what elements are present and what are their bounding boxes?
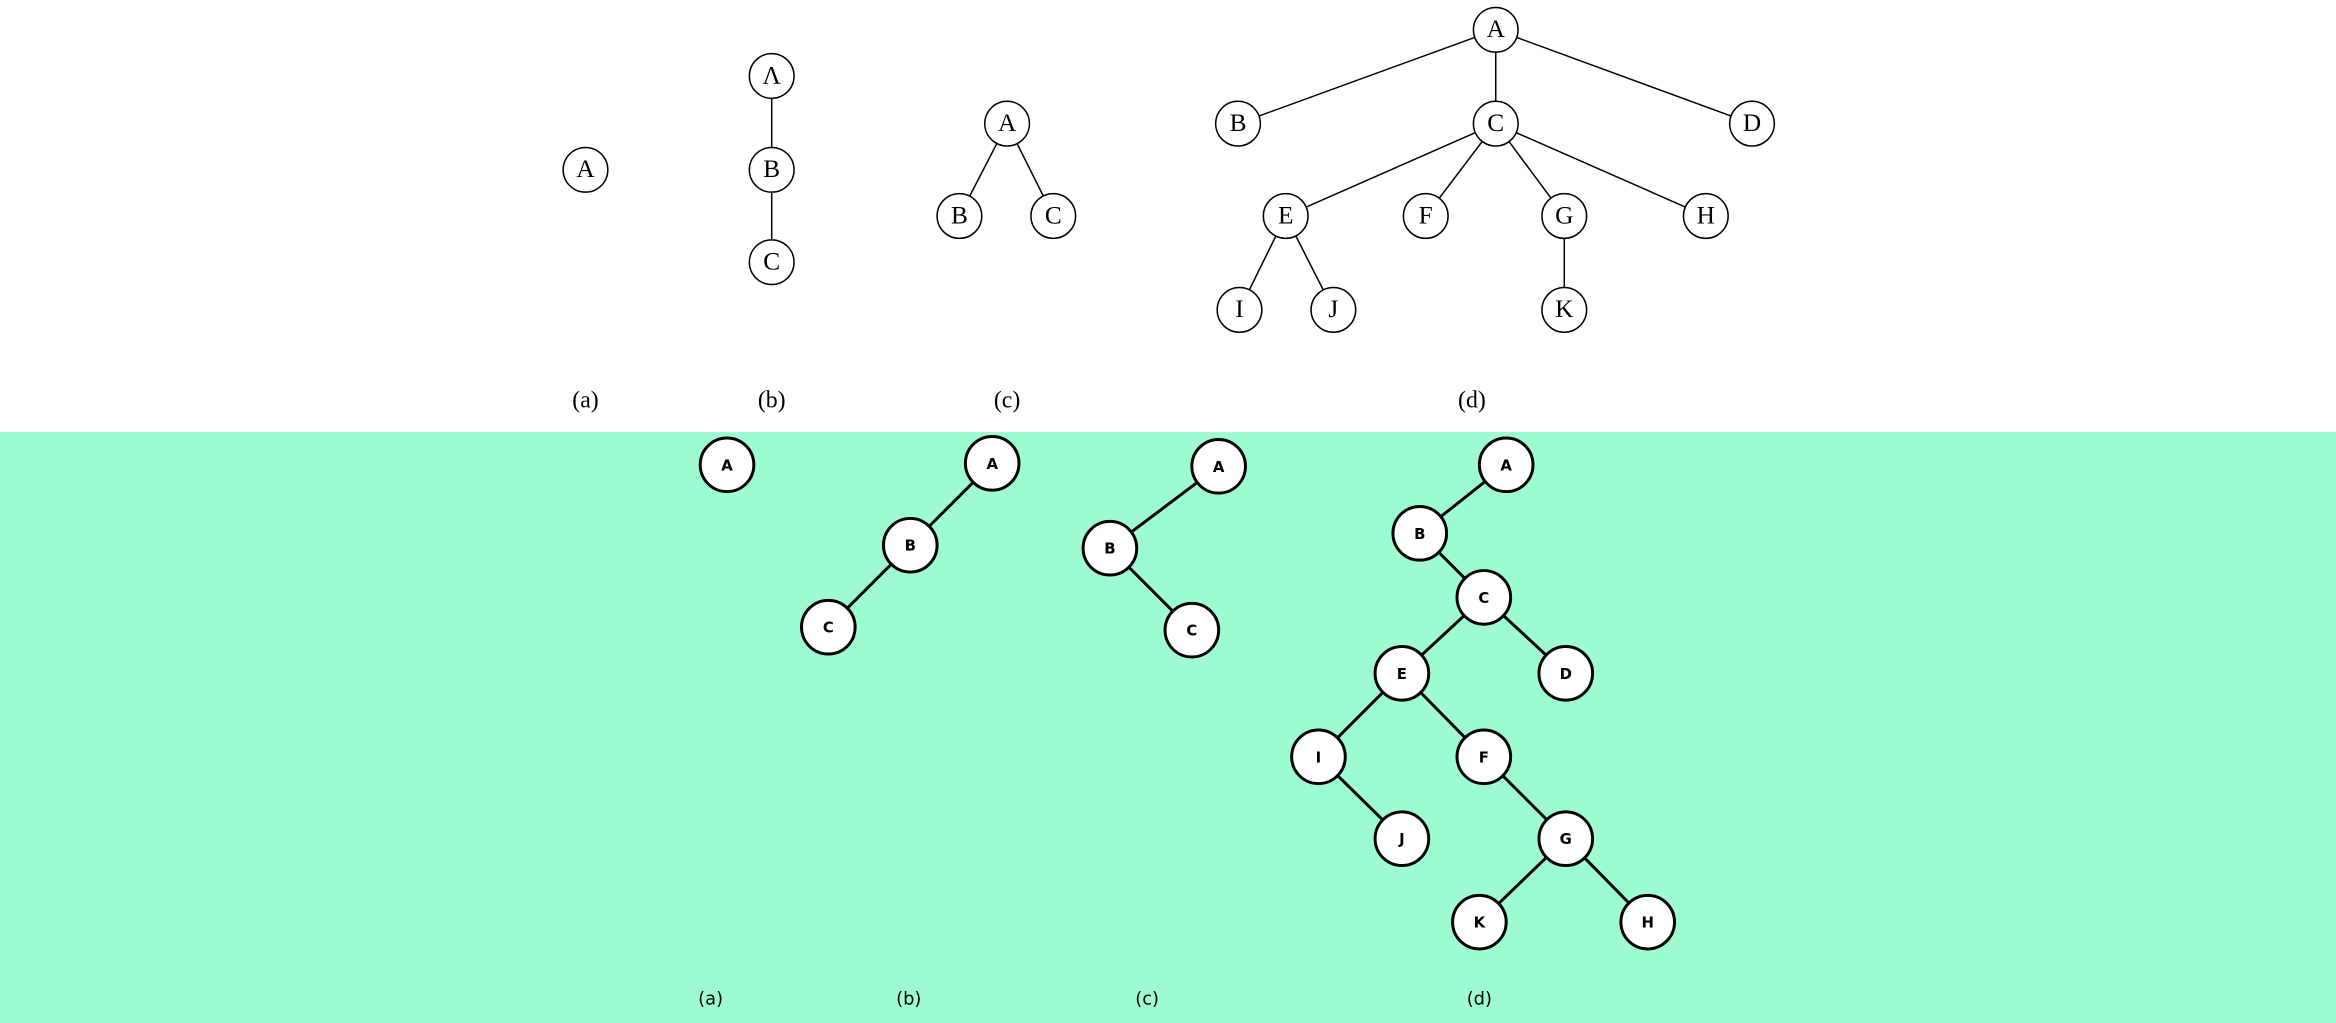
node bbox=[1163, 601, 1221, 659]
node-label: A bbox=[998, 109, 1017, 137]
node-label: D bbox=[1743, 109, 1761, 137]
node bbox=[1541, 286, 1588, 333]
node-label: E bbox=[1397, 665, 1407, 683]
caption: (b) bbox=[758, 388, 786, 414]
node-label: B bbox=[1104, 540, 1115, 558]
node-label: H bbox=[1641, 914, 1653, 932]
node bbox=[1472, 6, 1519, 53]
node-label: I bbox=[1235, 295, 1243, 323]
edge bbox=[1285, 122, 1497, 217]
node-label: C bbox=[1045, 201, 1062, 229]
node bbox=[800, 598, 857, 656]
node bbox=[1472, 100, 1519, 147]
node-label: B bbox=[1230, 109, 1247, 137]
caption: (d) bbox=[1458, 388, 1486, 414]
node-label: J bbox=[1398, 830, 1405, 848]
node bbox=[1081, 519, 1139, 577]
node bbox=[1537, 645, 1595, 702]
node bbox=[748, 52, 795, 100]
node-label: D bbox=[1560, 665, 1572, 683]
node bbox=[1262, 192, 1309, 240]
node bbox=[984, 100, 1031, 147]
node-label: B bbox=[763, 155, 780, 183]
node-label: F bbox=[1419, 201, 1433, 229]
node-label: I bbox=[1316, 748, 1322, 766]
caption: (a) bbox=[698, 989, 723, 1010]
node-label: C bbox=[1487, 109, 1504, 137]
node-label: A bbox=[1500, 456, 1512, 474]
caption: (a) bbox=[572, 388, 598, 414]
caption: (c) bbox=[994, 388, 1020, 414]
node-label: K bbox=[1555, 295, 1574, 323]
node bbox=[748, 239, 795, 286]
node-label: B bbox=[1414, 525, 1425, 543]
node-label: C bbox=[1478, 589, 1489, 607]
node bbox=[1190, 437, 1247, 495]
node bbox=[1214, 100, 1262, 147]
node-label: A bbox=[1487, 15, 1506, 43]
node bbox=[1451, 893, 1508, 951]
node bbox=[881, 516, 939, 574]
node-label: B bbox=[905, 537, 916, 555]
node-label: A bbox=[576, 155, 595, 183]
node-label: J bbox=[1328, 295, 1338, 323]
node bbox=[936, 192, 983, 240]
node-label: A bbox=[986, 455, 998, 473]
node bbox=[1310, 286, 1357, 333]
node-label: C bbox=[823, 619, 834, 637]
node bbox=[748, 146, 795, 193]
node bbox=[698, 436, 756, 494]
node bbox=[1030, 192, 1077, 240]
node-label: C bbox=[763, 247, 780, 275]
node bbox=[1216, 286, 1263, 333]
caption: (b) bbox=[896, 989, 921, 1010]
bottom-panel bbox=[0, 432, 2336, 1023]
edge bbox=[1237, 29, 1497, 125]
node-label: B bbox=[951, 201, 968, 229]
node bbox=[1455, 569, 1513, 626]
node bbox=[1402, 192, 1449, 240]
node-label: E bbox=[1278, 201, 1293, 229]
caption: (d) bbox=[1467, 989, 1492, 1010]
node bbox=[1373, 645, 1431, 702]
top-trees: A (a) Λ B C (b) A B C (c) A B C D E F G H I J K (d) bbox=[562, 6, 1776, 414]
node-label: G bbox=[1560, 830, 1572, 848]
node bbox=[1541, 192, 1588, 240]
node-label: H bbox=[1697, 201, 1715, 229]
node bbox=[1619, 893, 1677, 951]
node-label: Λ bbox=[763, 61, 782, 89]
node-label: G bbox=[1555, 201, 1573, 229]
edge bbox=[1495, 122, 1707, 217]
node bbox=[1455, 728, 1513, 786]
bottom-trees: A (a) A B C (b) A B C (c) A B C D E I J F G K H (d) bbox=[698, 435, 1677, 1010]
edge bbox=[1495, 29, 1753, 125]
node-label: A bbox=[1213, 458, 1225, 476]
node bbox=[1391, 505, 1449, 562]
node bbox=[1373, 810, 1431, 868]
node-label: C bbox=[1186, 622, 1197, 640]
node-label: A bbox=[721, 456, 733, 474]
node bbox=[1728, 100, 1776, 147]
node bbox=[1537, 810, 1595, 868]
node-label: F bbox=[1479, 748, 1489, 766]
node bbox=[1682, 192, 1729, 240]
node bbox=[1477, 436, 1535, 494]
node-label: K bbox=[1474, 914, 1486, 932]
node bbox=[562, 146, 609, 193]
node bbox=[1290, 728, 1347, 786]
node bbox=[963, 435, 1021, 492]
caption: (c) bbox=[1135, 989, 1159, 1010]
